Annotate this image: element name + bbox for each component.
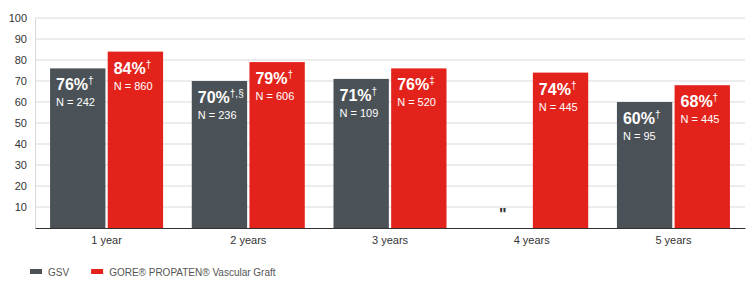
bar [391, 68, 446, 228]
y-tick: 20 [15, 180, 35, 192]
data-label: 60%† [623, 109, 661, 127]
legend-label: GORE® PROPATEN® Vascular Graft [109, 267, 276, 278]
data-label-note: † [88, 75, 94, 86]
x-tick-label: 4 years [514, 234, 551, 246]
data-label-value: 76% [397, 76, 429, 93]
bar [108, 52, 163, 228]
chart: 10 20 30 40 50 60 70 80 90 100 1 year 2 years 3 year… [0, 0, 750, 296]
y-tick-label: 70 [15, 75, 27, 87]
x-tick: 1 year [91, 234, 122, 246]
y-tick: 40 [15, 138, 35, 150]
y-tick: 100 [9, 12, 35, 24]
grid-line [35, 39, 745, 40]
data-label-value: 79% [255, 70, 287, 87]
y-tick-label: 10 [15, 201, 27, 213]
y-tick-label: 50 [15, 117, 27, 129]
y-tick-label: 30 [15, 159, 27, 171]
data-label-note: † [571, 80, 577, 91]
data-label-value: 76% [56, 76, 88, 93]
y-tick-label: 80 [15, 54, 27, 66]
data-label-value: 84% [114, 60, 146, 77]
y-tick-label: 40 [15, 138, 27, 150]
x-tick-label: 3 years [372, 234, 409, 246]
n-label: N = 109 [339, 107, 378, 119]
bar [50, 68, 105, 228]
y-tick: 80 [15, 54, 35, 66]
y-tick: 30 [15, 159, 35, 171]
data-label: 70%†,§ [198, 88, 244, 106]
data-label-note: †,§ [230, 88, 244, 99]
data-label-note: † [713, 92, 719, 103]
n-label: N = 520 [397, 96, 436, 108]
legend-swatch [30, 269, 42, 274]
y-tick: 50 [15, 117, 35, 129]
y-tick: 70 [15, 75, 35, 87]
y-tick-label: 20 [15, 180, 27, 192]
y-axis: 10 20 30 40 50 60 70 80 90 100 [9, 12, 36, 228]
x-tick: 5 years [655, 234, 692, 246]
n-label: N = 606 [255, 90, 294, 102]
x-axis-line [36, 228, 746, 229]
data-label-note: † [287, 69, 293, 80]
n-label: N = 445 [539, 101, 578, 113]
data-label-value: 70% [198, 89, 230, 106]
data-labels: 76%†N = 24270%†,§N = 23671%†N = 109"60%†… [56, 59, 719, 223]
x-tick: 2 years [230, 234, 267, 246]
x-axis: 1 year 2 years 3 years 4 years 5 years [36, 229, 746, 246]
data-label-value: 74% [539, 81, 571, 98]
y-tick: 10 [15, 201, 35, 213]
y-tick: 90 [15, 33, 35, 45]
n-label: N = 95 [623, 130, 656, 142]
x-tick: 3 years [372, 234, 409, 246]
x-tick-label: 2 years [230, 234, 267, 246]
n-label: N = 242 [56, 96, 95, 108]
bar [192, 81, 247, 228]
n-label: N = 236 [198, 109, 237, 121]
data-label-note: † [372, 86, 378, 97]
data-label-value: 60% [623, 110, 655, 127]
bar [249, 62, 304, 228]
legend: GSV GORE® PROPATEN® Vascular Graft [30, 267, 276, 278]
data-label: 84%† [114, 59, 152, 77]
bars [50, 52, 730, 228]
data-label: " [499, 206, 507, 223]
y-tick-label: 90 [15, 33, 27, 45]
n-label: N = 860 [114, 80, 153, 92]
data-label-note: ‡ [429, 75, 435, 86]
bar [333, 79, 388, 228]
data-label-value: 71% [339, 87, 371, 104]
data-label: 76%† [56, 75, 94, 93]
data-label: 76%‡ [397, 75, 435, 93]
data-label: 74%† [539, 80, 577, 98]
bar [617, 102, 672, 228]
data-label-note: † [146, 59, 152, 70]
bar [675, 85, 730, 228]
y-tick: 60 [15, 96, 35, 108]
data-label-note: † [655, 109, 661, 120]
grid-line [35, 18, 745, 19]
y-tick-label: 100 [9, 12, 27, 24]
x-tick-label: 1 year [91, 234, 122, 246]
data-label: 68%† [681, 92, 719, 110]
legend-swatch [91, 269, 103, 274]
bar [533, 73, 588, 228]
x-tick: 4 years [514, 234, 551, 246]
data-label-value: 68% [681, 93, 713, 110]
data-label: 79%† [255, 69, 293, 87]
x-tick-label: 5 years [655, 234, 692, 246]
y-tick-label: 60 [15, 96, 27, 108]
data-label: 71%† [339, 86, 377, 104]
n-label: N = 445 [681, 113, 720, 125]
y-axis-line [35, 19, 36, 229]
legend-label: GSV [48, 267, 69, 278]
